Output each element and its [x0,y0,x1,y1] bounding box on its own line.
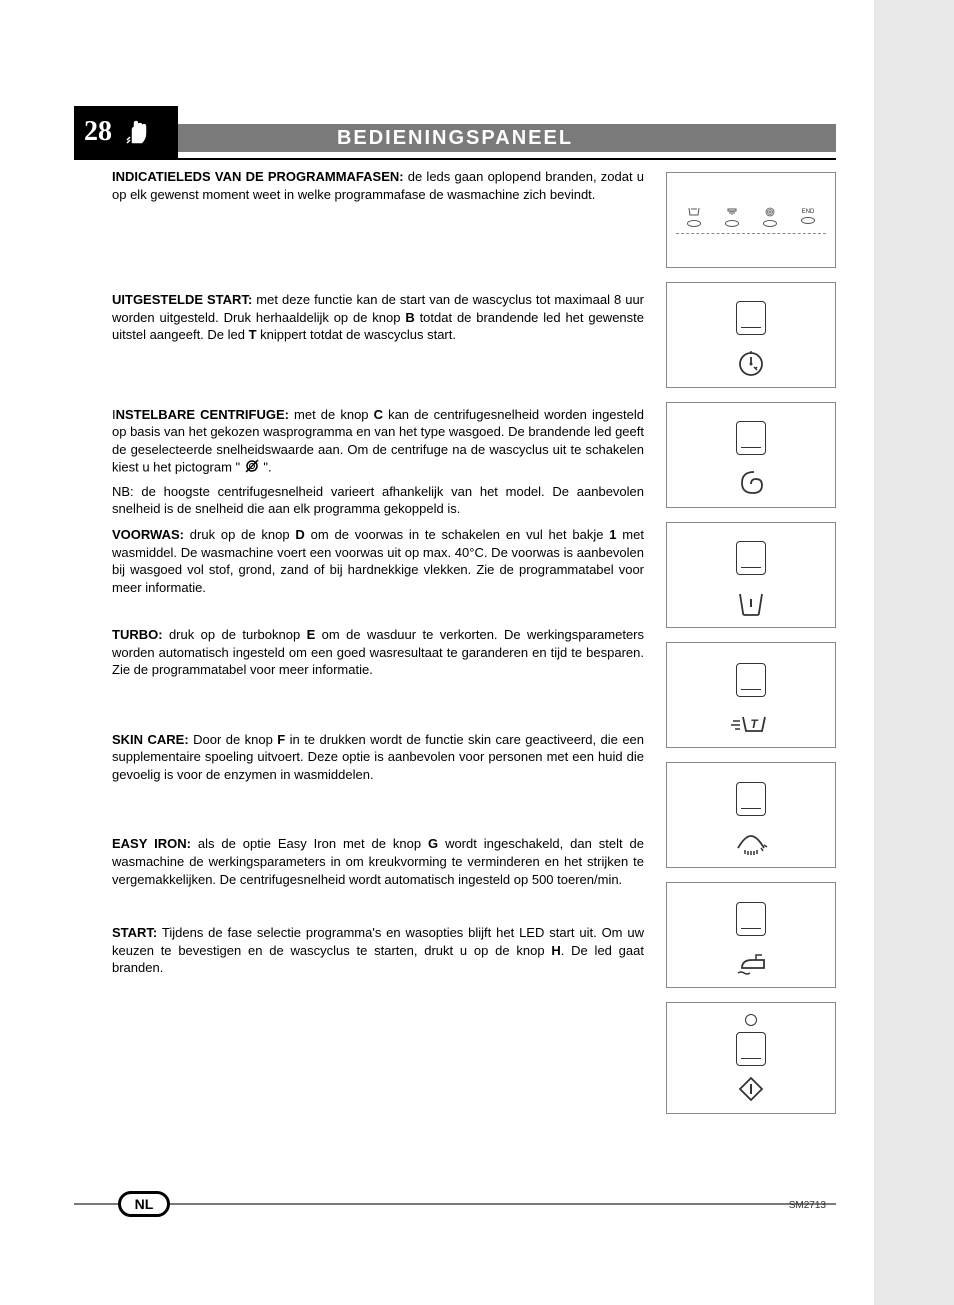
panel-easyiron [666,882,836,988]
section-voorwas: VOORWAS: druk op de knop D om de voorwas… [112,526,644,596]
panels-column: END [666,172,836,1128]
button-icon [736,541,766,575]
wash-icon [687,206,701,218]
label: TURBO: [112,627,163,642]
right-margin [874,0,954,1305]
phase-row: END [675,206,827,227]
led-icon [745,1014,757,1026]
phase-spin [763,206,777,227]
phase-wash [687,206,701,227]
turbo-icon: T [729,711,773,737]
label: NSTELBARE CENTRIFUGE: [116,407,289,422]
section-skincare: SKIN CARE: Door de knop F in te drukken … [112,731,644,784]
text: met de knop [289,407,374,422]
bold-d: D [295,527,304,542]
button-icon [736,421,766,455]
text: om de voorwas in te schakelen en vul het… [305,527,609,542]
text: knippert totdat de wascyclus start. [257,327,456,342]
section-centrifuge: INSTELBARE CENTRIFUGE: met de knop C kan… [112,406,644,479]
section-turbo: TURBO: druk op de turboknop E om de wasd… [112,626,644,679]
end-label: END [802,209,815,215]
iron-icon [732,950,770,978]
bold-c: C [374,407,383,422]
note: NB: de hoogste centrifugesnelheid variee… [112,484,644,517]
bold-e: E [307,627,316,642]
panel-delay [666,282,836,388]
section-indicatieleds: INDICATIELEDS VAN DE PROGRAMMAFASEN: de … [112,168,644,203]
content-column: INDICATIELEDS VAN DE PROGRAMMAFASEN: de … [112,168,644,1005]
panel-skincare [666,762,836,868]
label: START: [112,925,157,940]
text: druk op de turboknop [163,627,307,642]
section-centrifuge-note: NB: de hoogste centrifugesnelheid variee… [112,483,644,518]
label: INDICATIELEDS VAN DE PROGRAMMAFASEN: [112,169,404,184]
prewash-icon [734,589,768,619]
panel-spin [666,402,836,508]
header-bar: BEDIENINGSPANEEL [74,124,836,152]
button-icon [736,782,766,816]
button-icon [736,663,766,697]
button-icon [736,301,766,335]
page-number-box: 28 [74,106,178,158]
bold-1: 1 [609,527,616,542]
label: VOORWAS: [112,527,184,542]
bold-h: H [551,943,560,958]
spin-icon [763,206,777,218]
skincare-icon [731,830,771,858]
lang-badge-text: NL [135,1196,154,1212]
panel-start [666,1002,836,1114]
button-icon [736,902,766,936]
label: SKIN CARE: [112,732,189,747]
panel-turbo: T [666,642,836,748]
panel-phase-leds: END [666,172,836,268]
start-icon [738,1076,764,1102]
no-spin-icon [244,458,260,479]
header-underline [74,158,836,160]
phase-end: END [801,209,815,224]
clock-icon [736,349,766,379]
text: ". [260,460,272,475]
button-icon [736,1032,766,1066]
label: EASY IRON: [112,836,191,851]
footer-code: SM2713 [789,1200,826,1211]
footer-line [74,1203,836,1205]
dash-line [676,233,826,234]
panel-prewash [666,522,836,628]
header-title: BEDIENINGSPANEEL [337,127,573,150]
bold-g: G [428,836,438,851]
page-number: 28 [84,116,112,148]
text: Door de knop [189,732,278,747]
bold-t: T [249,327,257,342]
text: druk op de knop [184,527,295,542]
section-easyiron: EASY IRON: als de optie Easy Iron met de… [112,835,644,888]
bold-b: B [405,310,414,325]
spiral-icon [736,469,766,499]
svg-text:T: T [750,717,759,731]
section-uitgestelde-start: UITGESTELDE START: met deze functie kan … [112,291,644,344]
label: UITGESTELDE START: [112,292,252,307]
section-start: START: Tijdens de fase selectie programm… [112,924,644,977]
page: 28 BEDIENINGSPANEEL INDICATIELEDS VAN DE… [0,0,954,1305]
phase-rinse [725,206,739,227]
lang-badge: NL [118,1191,170,1217]
text: als de optie Easy Iron met de knop [191,836,428,851]
rinse-icon [725,206,739,218]
bold-f: F [277,732,285,747]
hand-icon [124,115,154,150]
